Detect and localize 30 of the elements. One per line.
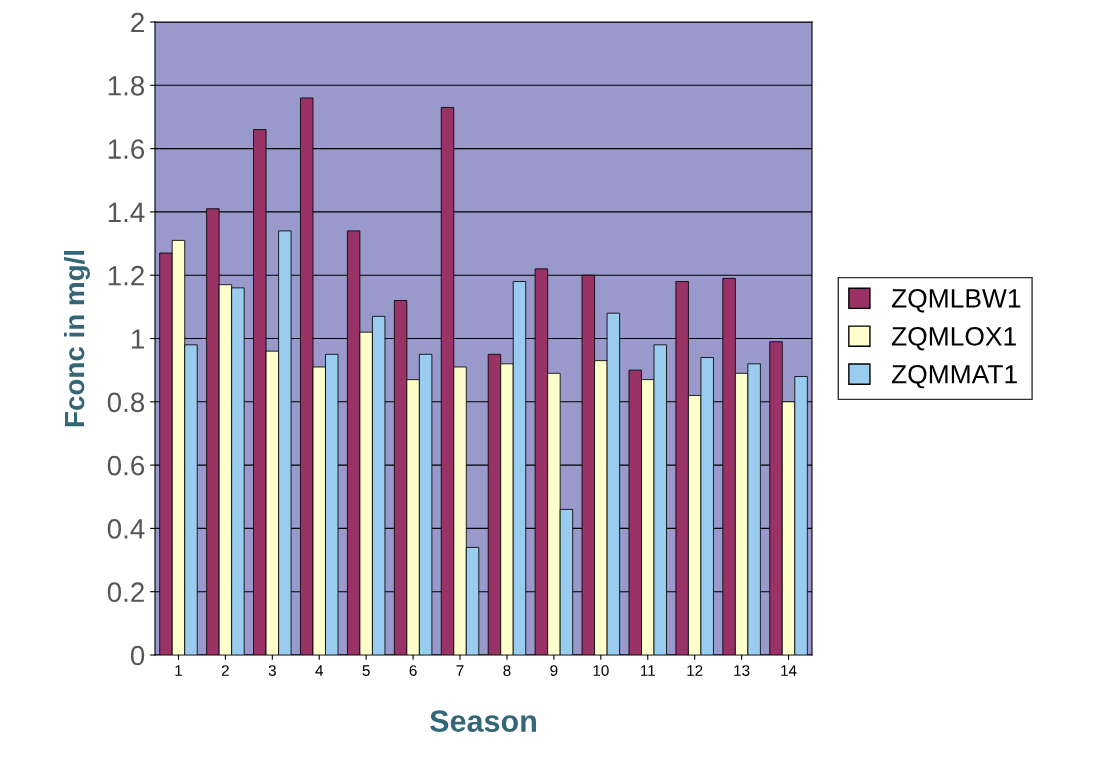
y-tick-label: 0.2 [107,582,144,603]
y-tick-label: 1.2 [108,265,144,286]
x-tick-label: 13 [734,665,750,676]
x-tick-label: 6 [409,665,417,676]
y-tick-label: 0 [130,645,145,666]
x-tick-label: 2 [221,665,229,676]
x-tick-label: 10 [593,665,609,676]
x-tick-label: 1 [175,665,182,676]
x-tick-label: 4 [315,665,324,676]
x-tick-label: 7 [456,665,464,676]
legend-label: ZQMMAT1 [891,364,1017,389]
x-tick-label: 11 [640,665,655,676]
y-tick-label: 1.6 [108,139,145,159]
x-tick-label: 5 [362,665,370,676]
y-tick-label: 1 [131,329,144,349]
y-tick-label: 0.4 [107,519,145,539]
y-tick-label: 0.6 [107,455,145,476]
x-axis-title: Season [430,710,536,732]
legend-label: ZQMLOX1 [891,326,1016,351]
x-tick-label: 3 [268,665,276,676]
y-tick-label: 0.8 [107,392,145,413]
x-tick-label: 8 [503,665,511,676]
x-tick-label: 14 [781,665,797,676]
y-tick-label: 1.8 [108,75,145,96]
y-tick-label: 1.4 [108,202,145,222]
y-axis-title: Fconc in mg/l [63,250,90,427]
legend-label: ZQMLBW1 [891,289,1021,313]
y-tick-label: 2 [131,12,144,33]
x-tick-label: 9 [550,665,558,676]
x-tick-label: 12 [687,665,703,676]
